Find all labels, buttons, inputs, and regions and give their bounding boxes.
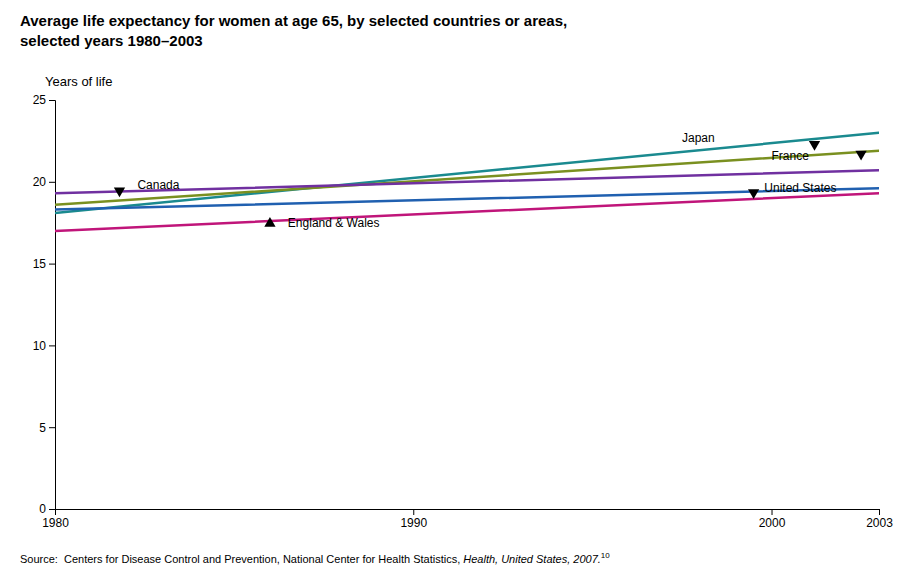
x-axis-tick-mark [772,509,773,515]
x-axis-tick: 2000 [759,509,786,530]
title: Average life expectancy for women at age… [20,12,567,29]
x-axis-tick-label: 1980 [42,516,69,530]
annotation-marker [809,141,820,151]
series-line: France [55,151,879,205]
x-axis-tick: 1980 [42,509,69,530]
annotation-marker [114,188,125,198]
y-axis-tick-label: 10 [33,339,47,353]
y-axis-tick-label: 5 [39,421,46,435]
y-axis-tick-label: 0 [39,502,46,516]
chart: Average life expectancy for women at age… [0,0,919,579]
y-axis-tick: 5 [39,421,55,435]
annotation-label: United States [764,181,836,195]
series-line: Japan [55,133,879,213]
y-axis-tick-label: 20 [33,175,47,189]
y-axis-tick-mark [49,427,55,428]
y-axis-tick-mark [49,182,55,183]
y-axis-tick-label: 15 [33,257,47,271]
x-axis-line [56,510,880,516]
annotation-markers [114,141,867,227]
plot: 19801990200020030510152025JapanFranceCan… [33,93,894,529]
series-line: England & Wales [55,193,879,231]
y-axis-tick-label: 25 [33,93,47,107]
y-axis-tick: 15 [33,257,55,271]
y-axis-line [49,101,56,510]
y-axis-tick-mark [49,509,55,510]
annotation-label: Japan [682,131,715,145]
y-axis-tick-mark [49,100,55,101]
annotation-label: Canada [137,178,179,192]
source-superscript: 10 [601,551,610,560]
series-group: Japan France Canada United States England & … [55,133,879,231]
x-axis-tick-label: 2000 [759,516,786,530]
annotation-labels: Canada England & Wales United States Japan F… [137,131,836,229]
x-axis: 1980 1990 2000 2003 [42,509,893,530]
annotation-label: France [772,149,810,163]
y-axis-tick: 25 [33,93,55,107]
y-axis-title: Years of life [45,74,112,89]
y-axis-tick: 20 [33,175,55,189]
y-axis: 0 5 10 15 20 25 [33,93,56,516]
annotation-marker [855,151,866,161]
source-italic: Health, United States, 2007. [463,553,601,565]
x-axis-tick-label: 1990 [400,516,427,530]
title: selected years 1980–2003 [20,32,203,49]
x-axis-tick-mark [879,509,880,515]
x-axis-tick-label: 2003 [866,516,893,530]
y-axis-tick: 10 [33,339,55,353]
x-axis-tick-mark [413,509,414,515]
x-axis-tick: 1990 [400,509,427,530]
annotation-label: England & Wales [288,216,380,230]
annotation-marker [748,189,759,199]
y-axis-tick-mark [49,345,55,346]
source-text: Source: Centers for Disease Control and … [20,553,463,565]
y-axis-tick: 0 [39,502,55,516]
x-axis-tick: 2003 [866,509,893,530]
source: Source: Centers for Disease Control and … [20,551,610,565]
annotation-marker [264,217,275,227]
y-axis-tick-mark [49,264,55,265]
